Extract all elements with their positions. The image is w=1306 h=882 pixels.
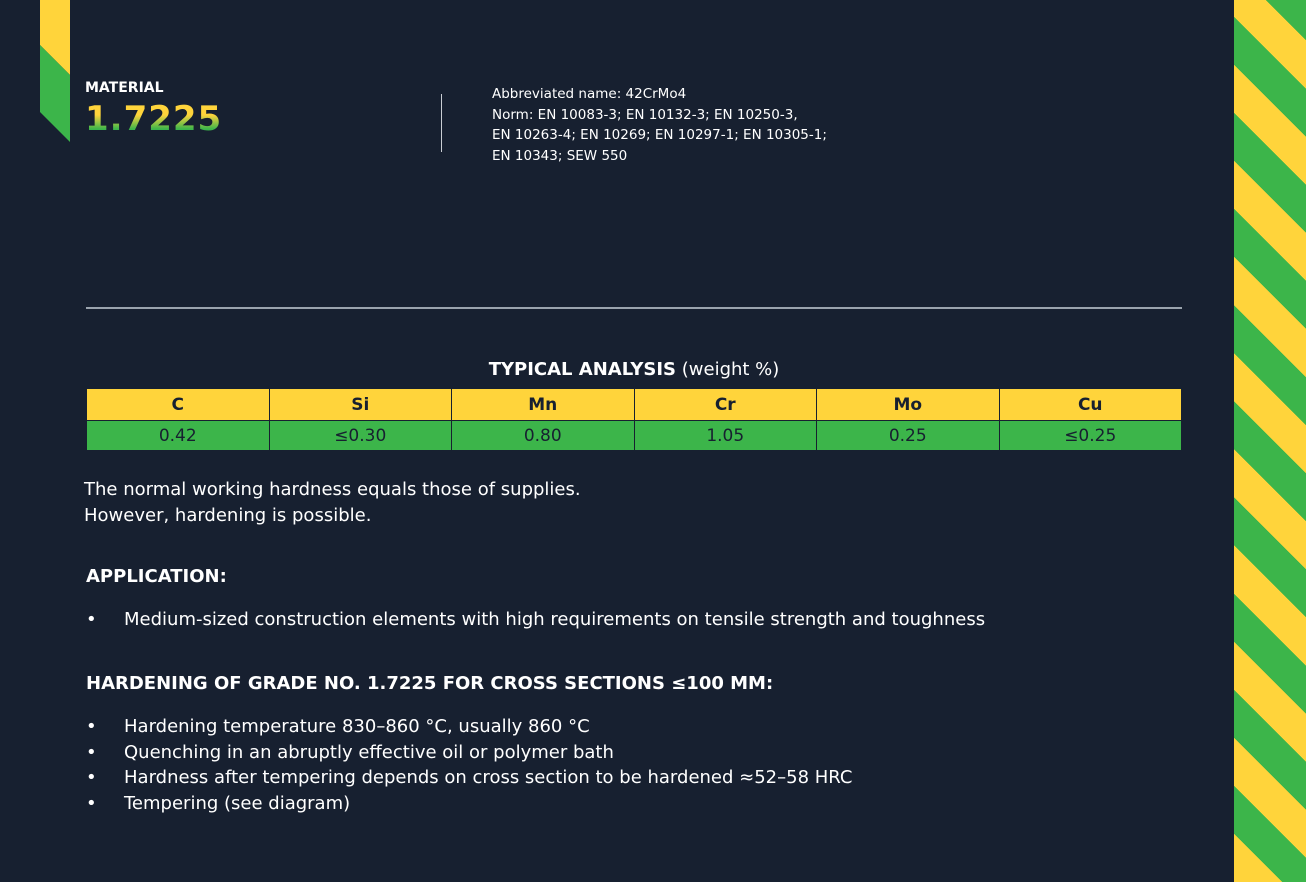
- analysis-header-cell: Si: [268, 388, 452, 421]
- analysis-title: TYPICAL ANALYSIS (weight %): [86, 359, 1182, 380]
- bullet-icon: •: [86, 609, 97, 630]
- application-list: • Medium-sized construction elements with…: [86, 607, 985, 633]
- analysis-header-cell: Mn: [451, 388, 635, 421]
- meta-line: Abbreviated name: 42CrMo4: [492, 86, 687, 102]
- list-item: • Hardness after tempering depends on cro…: [86, 765, 852, 791]
- analysis-header-cell: Mo: [816, 388, 1000, 421]
- analysis-value-cell: 0.80: [451, 420, 635, 451]
- meta-line: EN 10263-4; EN 10269; EN 10297-1; EN 103…: [492, 127, 827, 143]
- material-label: MATERIAL: [85, 80, 164, 96]
- hardness-note-line: The normal working hardness equals those…: [84, 479, 581, 500]
- meta-line: EN 10343; SEW 550: [492, 147, 628, 164]
- header-divider: [441, 94, 442, 152]
- list-item: • Quenching in an abruptly effective oil …: [86, 740, 852, 766]
- hardness-note: The normal working hardness equals those…: [84, 477, 581, 529]
- analysis-table: C Si Mn Cr Mo Cu 0.42 ≤0.30 0.80 1.05 0.…: [86, 388, 1182, 451]
- analysis-value-cell: ≤0.30: [268, 420, 452, 451]
- list-item-text: Hardening temperature 830–860 °C, usuall…: [124, 716, 590, 737]
- analysis-value-row: 0.42 ≤0.30 0.80 1.05 0.25 ≤0.25: [86, 420, 1182, 451]
- list-item-text: Tempering (see diagram): [124, 793, 351, 815]
- hardening-title: HARDENING OF GRADE NO. 1.7225 FOR CROSS …: [86, 673, 774, 694]
- bullet-icon: •: [86, 793, 97, 815]
- list-item-text: Medium-sized construction elements with …: [124, 609, 986, 630]
- application-title: APPLICATION:: [86, 566, 227, 587]
- analysis-value-cell: 1.05: [633, 420, 817, 451]
- analysis-title-bold: TYPICAL ANALYSIS: [488, 359, 677, 380]
- analysis-value-cell: 0.25: [816, 420, 1000, 451]
- side-stripe-decoration: [1234, 0, 1306, 882]
- analysis-header-row: C Si Mn Cr Mo Cu: [86, 388, 1182, 421]
- analysis-header-cell: Cu: [998, 388, 1182, 421]
- analysis-title-unit: (weight %): [676, 359, 780, 380]
- list-item: • Medium-sized construction elements with…: [86, 607, 985, 633]
- material-meta: Abbreviated name: 42CrMo4 Norm: EN 10083…: [492, 84, 827, 166]
- bullet-icon: •: [86, 716, 97, 737]
- section-divider: [86, 307, 1182, 309]
- material-number: 1.7225: [85, 99, 223, 139]
- corner-tab-decoration: [40, 0, 70, 142]
- hardness-note-line: However, hardening is possible.: [84, 505, 372, 526]
- bullet-icon: •: [86, 767, 97, 789]
- list-item: • Tempering (see diagram): [86, 791, 852, 817]
- bullet-icon: •: [86, 741, 97, 763]
- analysis-header-cell: C: [86, 388, 270, 421]
- list-item: • Hardening temperature 830–860 °C, usual…: [86, 714, 852, 740]
- analysis-header-cell: Cr: [633, 388, 817, 421]
- hardening-list: • Hardening temperature 830–860 °C, usual…: [86, 714, 852, 817]
- meta-line: Norm: EN 10083-3; EN 10132-3; EN 10250-3…: [492, 106, 798, 123]
- list-item-text: Quenching in an abruptly effective oil o…: [124, 741, 614, 763]
- list-item-text: Hardness after tempering depends on cros…: [124, 767, 853, 789]
- analysis-value-cell: ≤0.25: [998, 420, 1182, 451]
- analysis-value-cell: 0.42: [86, 420, 270, 451]
